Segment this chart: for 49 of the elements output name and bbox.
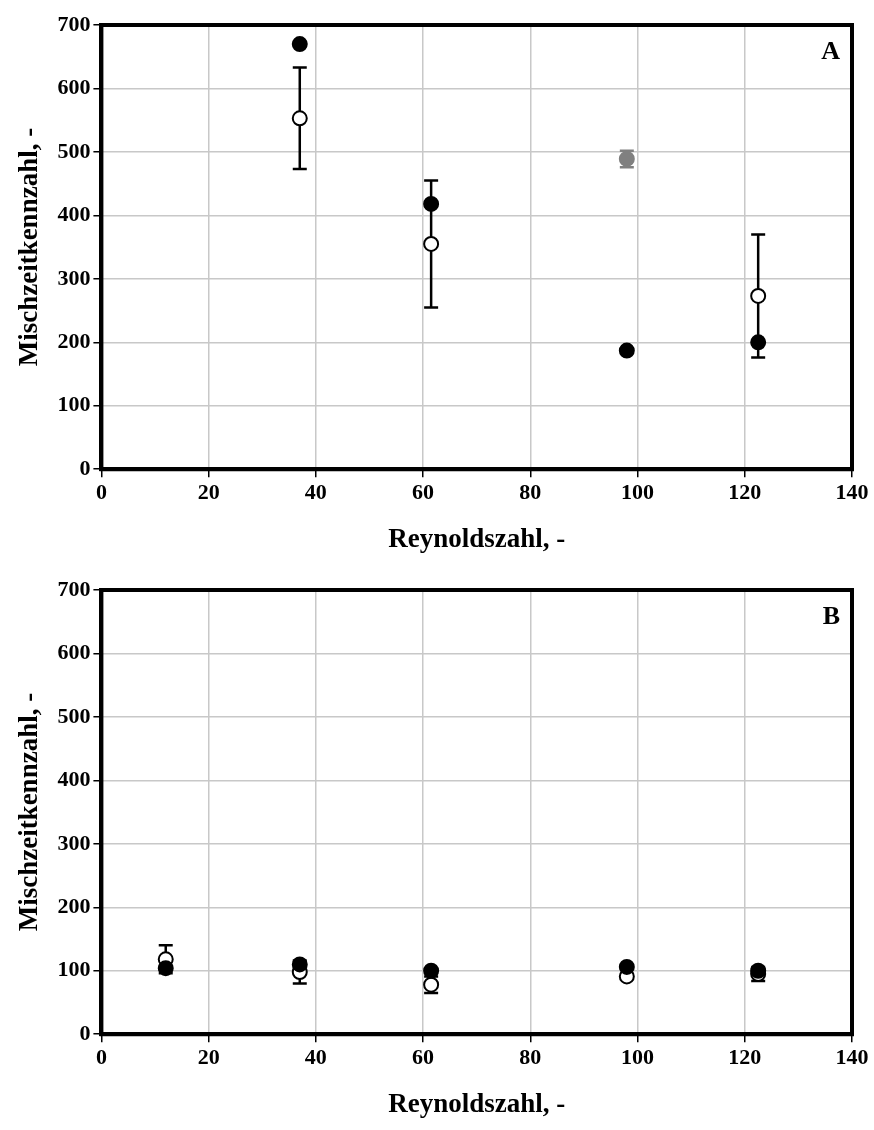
x-tick-label: 40: [304, 1044, 327, 1070]
y-tick-label: 500: [57, 702, 91, 728]
y-tick-label: 400: [57, 201, 91, 227]
y-axis-title: Mischzeitkennzahl, -: [13, 692, 44, 932]
x-tick-label: 60: [412, 1044, 435, 1070]
x-tick-label: 60: [412, 479, 435, 505]
x-tick-label: 80: [519, 1044, 542, 1070]
x-axis-title: Reynoldszahl, -: [388, 1087, 566, 1118]
point: [618, 958, 635, 975]
y-tick-label: 100: [57, 956, 91, 982]
y-tick-label: 700: [57, 10, 91, 36]
x-tick-label: 140: [835, 1044, 869, 1070]
x-tick-label: 40: [304, 479, 327, 505]
point: [423, 195, 440, 212]
y-tick-label: 600: [57, 74, 91, 100]
annotation: B: [822, 600, 840, 630]
point: [423, 962, 440, 979]
y-tick-label: 100: [57, 391, 91, 417]
y-tick-label: 200: [57, 892, 91, 918]
y-tick-label: 0: [79, 1019, 91, 1045]
x-tick-label: 20: [197, 1044, 220, 1070]
point: [291, 36, 308, 53]
x-tick-label: 20: [197, 479, 220, 505]
x-tick-label: 80: [519, 479, 542, 505]
point: [423, 235, 440, 252]
x-tick-label: 0: [95, 1044, 107, 1070]
y-tick-label: 600: [57, 639, 91, 665]
x-axis-title: Reynoldszahl, -: [388, 522, 566, 553]
y-tick-label: 200: [57, 327, 91, 353]
point: [618, 342, 635, 359]
y-tick-label: 0: [79, 454, 91, 480]
y-tick-label: 400: [57, 766, 91, 792]
y-tick-label: 300: [57, 829, 91, 855]
point: [291, 956, 308, 973]
x-tick-label: 100: [621, 1044, 655, 1070]
x-tick-label: 120: [728, 479, 762, 505]
x-tick-label: 140: [835, 479, 869, 505]
point: [750, 287, 767, 304]
y-tick-label: 500: [57, 137, 91, 163]
x-tick-label: 0: [95, 479, 107, 505]
point: [157, 960, 174, 977]
annotation: A: [821, 35, 841, 65]
y-tick-label: 700: [57, 575, 91, 601]
point: [750, 334, 767, 351]
x-tick-label: 120: [728, 1044, 762, 1070]
point: [291, 110, 308, 127]
y-tick-label: 300: [57, 264, 91, 290]
y-axis-title: Mischzeitkennzahl, -: [13, 127, 44, 367]
x-tick-label: 100: [621, 479, 655, 505]
